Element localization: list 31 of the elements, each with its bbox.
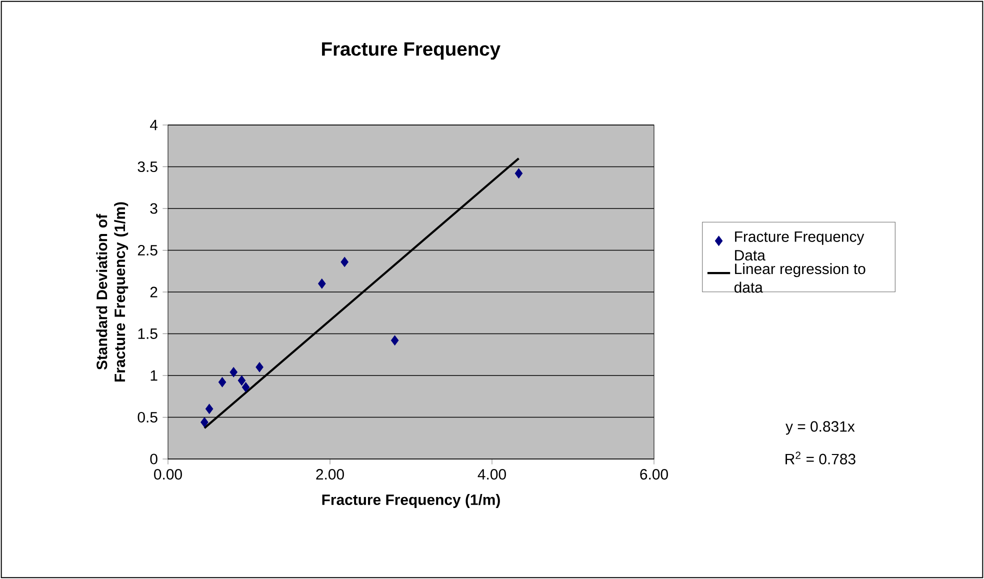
- point: [242, 382, 250, 392]
- legend-label: Fracture Frequency Data: [735, 232, 864, 261]
- y-tick-label: 4: [150, 120, 158, 130]
- point: [238, 375, 246, 386]
- text: y = 0.831x: [786, 421, 855, 435]
- x-tick-label: 6.00: [640, 469, 668, 480]
- y-tick-label: 3.5: [138, 161, 158, 172]
- x-tick-label: 0.00: [154, 469, 182, 480]
- point: [256, 362, 264, 372]
- x-tick-label: 4.00: [478, 469, 506, 480]
- y-tick-label: 0.5: [138, 412, 158, 423]
- point: [390, 335, 399, 346]
- text: R$^{2}$ = 0.783: [786, 452, 856, 464]
- x-axis-title: Fracture Frequency (1/m): [322, 494, 500, 508]
- y-tick-label: 1: [150, 370, 158, 381]
- y-tick-label: 3: [150, 203, 158, 214]
- point: [514, 168, 523, 178]
- point: [230, 367, 238, 378]
- point: [318, 278, 326, 289]
- point: [200, 417, 208, 428]
- point: [218, 377, 226, 388]
- y-tick-label: 1.5: [138, 328, 158, 339]
- y-tick-label: 0: [150, 454, 158, 464]
- x-tick-label: 2.00: [316, 469, 344, 480]
- y-axis-title: Standard Deviation of Fracture Frequency (1/m): [96, 202, 128, 382]
- point: [340, 256, 348, 268]
- point: [205, 404, 214, 414]
- y-tick-label: 2.5: [138, 244, 158, 256]
- legend-label: Linear regression to data: [734, 263, 866, 293]
- chart-title: Fracture Frequency: [322, 42, 500, 60]
- y-tick-label: 2: [150, 286, 158, 298]
